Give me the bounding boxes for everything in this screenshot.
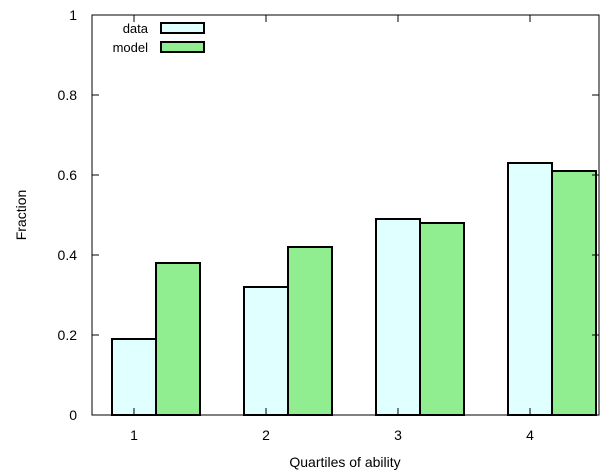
y-tick-label: 0.6 [58, 167, 78, 183]
x-tick-label: 2 [262, 427, 270, 443]
bar-data-4 [507, 162, 553, 416]
x-tick-label: 3 [394, 427, 402, 443]
y-tick-label: 0.4 [58, 247, 78, 263]
bar-model-1 [155, 262, 201, 416]
bar-model-4 [551, 170, 597, 416]
bar-model-2 [287, 246, 333, 416]
bar-data-3 [375, 218, 421, 416]
bars-group [111, 162, 597, 416]
bar-data-2 [243, 286, 289, 416]
y-tick-label: 0.2 [58, 327, 78, 343]
y-tick-label: 0 [69, 407, 77, 423]
legend-label-data: data [123, 21, 149, 36]
y-axis-label: Fraction [13, 190, 29, 241]
legend-label-model: model [113, 40, 149, 55]
bar-model-3 [419, 222, 465, 416]
y-tick-label: 0.8 [58, 87, 78, 103]
plot-frame [91, 14, 600, 416]
legend-swatch-data [160, 22, 205, 34]
legend-swatch-model [160, 41, 205, 53]
y-tick-label: 1 [69, 7, 77, 23]
x-tick-label: 1 [130, 427, 138, 443]
x-tick-label: 4 [526, 427, 534, 443]
y-axis-ticks: 0 0.2 0.4 0.6 0.8 1 [58, 7, 599, 423]
bar-data-1 [111, 338, 157, 416]
x-axis-label: Quartiles of ability [289, 454, 400, 470]
x-axis-ticks: 1 2 3 4 [130, 15, 534, 443]
legend: data model [113, 21, 205, 55]
